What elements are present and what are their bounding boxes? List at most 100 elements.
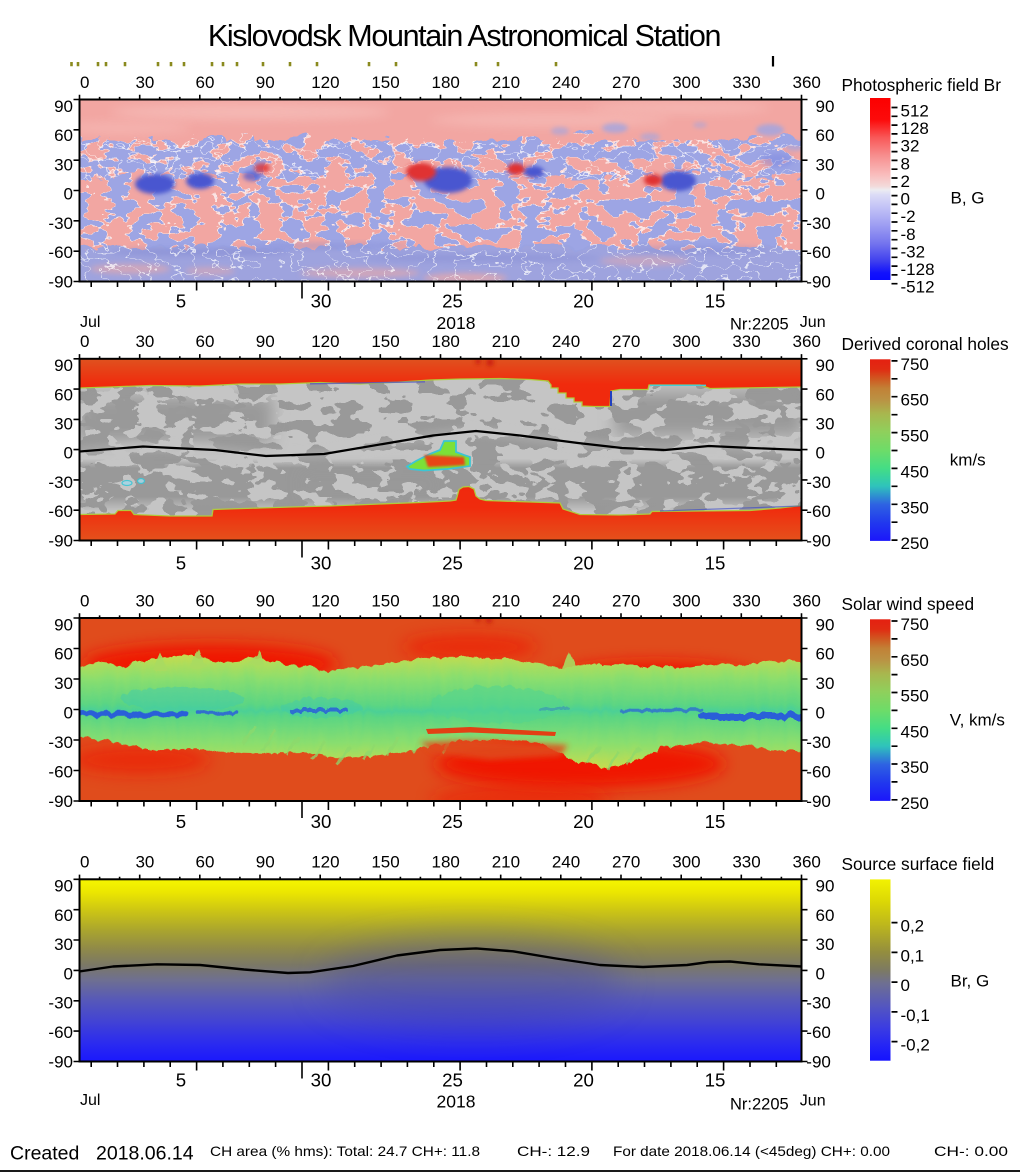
svg-text:450: 450 — [901, 462, 929, 481]
svg-text:60: 60 — [196, 591, 215, 610]
svg-text:0: 0 — [816, 185, 825, 204]
svg-text:30: 30 — [54, 415, 73, 434]
svg-text:0: 0 — [816, 965, 825, 984]
svg-text:210: 210 — [492, 853, 520, 872]
svg-text:150: 150 — [371, 332, 399, 351]
svg-text:60: 60 — [54, 645, 73, 664]
svg-text:-60: -60 — [806, 1023, 831, 1042]
svg-text:240: 240 — [552, 73, 580, 92]
svg-text:128: 128 — [901, 119, 929, 138]
svg-text:-30: -30 — [48, 214, 73, 233]
svg-text:-30: -30 — [806, 994, 831, 1013]
svg-text:180: 180 — [432, 853, 460, 872]
svg-text:0: 0 — [80, 591, 89, 610]
svg-text:2018: 2018 — [437, 313, 476, 333]
svg-text:360: 360 — [793, 591, 821, 610]
svg-text:330: 330 — [732, 332, 760, 351]
svg-text:180: 180 — [432, 332, 460, 351]
svg-text:-30: -30 — [48, 994, 73, 1013]
svg-text:60: 60 — [816, 645, 835, 664]
svg-text:-30: -30 — [806, 214, 831, 233]
svg-text:30: 30 — [311, 291, 332, 312]
svg-text:-0,1: -0,1 — [901, 1006, 930, 1025]
svg-text:90: 90 — [54, 97, 73, 116]
svg-text:360: 360 — [793, 853, 821, 872]
svg-text:60: 60 — [816, 906, 835, 925]
svg-text:0: 0 — [64, 704, 73, 723]
svg-text:270: 270 — [612, 73, 640, 92]
svg-text:-60: -60 — [48, 762, 73, 781]
svg-text:90: 90 — [54, 615, 73, 634]
svg-text:0,2: 0,2 — [901, 917, 925, 936]
svg-text:CH area (% hms): Total: 24.7 C: CH area (% hms): Total: 24.7 CH+: 11.8 — [210, 1143, 480, 1159]
svg-text:-30: -30 — [806, 733, 831, 752]
svg-text:-2: -2 — [901, 207, 916, 226]
svg-text:150: 150 — [371, 73, 399, 92]
svg-text:25: 25 — [442, 553, 463, 574]
svg-text:Photospheric field Br: Photospheric field Br — [842, 75, 1002, 95]
svg-text:90: 90 — [816, 615, 835, 634]
svg-text:8: 8 — [901, 154, 910, 173]
svg-text:270: 270 — [612, 591, 640, 610]
svg-text:250: 250 — [901, 534, 929, 553]
svg-text:0: 0 — [901, 976, 910, 995]
svg-text:B, G: B, G — [951, 189, 985, 208]
svg-text:Solar wind speed: Solar wind speed — [842, 594, 975, 614]
svg-text:30: 30 — [54, 674, 73, 693]
svg-text:-0,2: -0,2 — [901, 1036, 930, 1055]
svg-text:90: 90 — [256, 332, 275, 351]
svg-text:15: 15 — [705, 291, 726, 312]
svg-text:-60: -60 — [48, 1023, 73, 1042]
svg-text:0: 0 — [64, 185, 73, 204]
svg-text:330: 330 — [732, 591, 760, 610]
svg-text:-90: -90 — [48, 531, 73, 550]
svg-text:-90: -90 — [806, 531, 831, 550]
svg-text:-90: -90 — [806, 272, 831, 291]
svg-text:30: 30 — [816, 935, 835, 954]
svg-text:15: 15 — [705, 1069, 726, 1090]
svg-text:180: 180 — [432, 591, 460, 610]
svg-text:Derived coronal holes: Derived coronal holes — [842, 334, 1010, 354]
svg-text:30: 30 — [135, 853, 154, 872]
svg-text:210: 210 — [492, 591, 520, 610]
svg-text:-30: -30 — [48, 733, 73, 752]
svg-text:-90: -90 — [48, 272, 73, 291]
svg-text:60: 60 — [196, 853, 215, 872]
svg-text:2: 2 — [901, 172, 910, 191]
svg-text:2018: 2018 — [437, 1092, 476, 1112]
svg-text:-30: -30 — [48, 473, 73, 492]
svg-text:750: 750 — [901, 615, 929, 634]
svg-text:15: 15 — [705, 553, 726, 574]
svg-text:0: 0 — [80, 332, 89, 351]
svg-text:Nr:2205: Nr:2205 — [730, 316, 789, 334]
svg-text:90: 90 — [256, 591, 275, 610]
svg-text:90: 90 — [54, 356, 73, 375]
svg-text:V, km/s: V, km/s — [950, 711, 1005, 730]
svg-text:30: 30 — [54, 935, 73, 954]
svg-text:25: 25 — [442, 1069, 463, 1090]
svg-text:30: 30 — [816, 155, 835, 174]
svg-text:30: 30 — [135, 332, 154, 351]
svg-text:0,1: 0,1 — [901, 946, 925, 965]
svg-text:25: 25 — [442, 291, 463, 312]
svg-text:0: 0 — [816, 704, 825, 723]
svg-text:-60: -60 — [806, 762, 831, 781]
svg-text:240: 240 — [552, 591, 580, 610]
svg-text:-512: -512 — [901, 278, 935, 297]
svg-text:90: 90 — [816, 97, 835, 116]
svg-text:Source surface field: Source surface field — [842, 854, 995, 874]
svg-text:150: 150 — [371, 591, 399, 610]
svg-text:550: 550 — [901, 427, 929, 446]
svg-text:30: 30 — [816, 674, 835, 693]
svg-text:-90: -90 — [48, 792, 73, 811]
svg-text:750: 750 — [901, 355, 929, 374]
svg-text:20: 20 — [573, 553, 594, 574]
svg-text:30: 30 — [311, 553, 332, 574]
svg-text:Nr:2205: Nr:2205 — [730, 1096, 789, 1114]
svg-text:30: 30 — [311, 1069, 332, 1090]
svg-text:60: 60 — [816, 385, 835, 404]
svg-text:550: 550 — [901, 687, 929, 706]
svg-text:Jul: Jul — [80, 1092, 100, 1109]
svg-text:360: 360 — [793, 332, 821, 351]
svg-text:-128: -128 — [901, 260, 935, 279]
